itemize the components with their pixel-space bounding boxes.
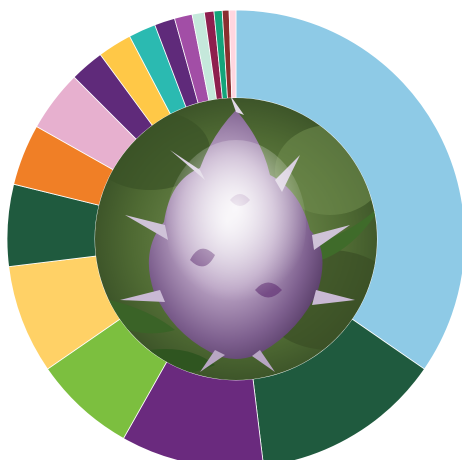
- donut-slices: [6, 9, 462, 460]
- cannabis-bud-photo: [95, 98, 377, 380]
